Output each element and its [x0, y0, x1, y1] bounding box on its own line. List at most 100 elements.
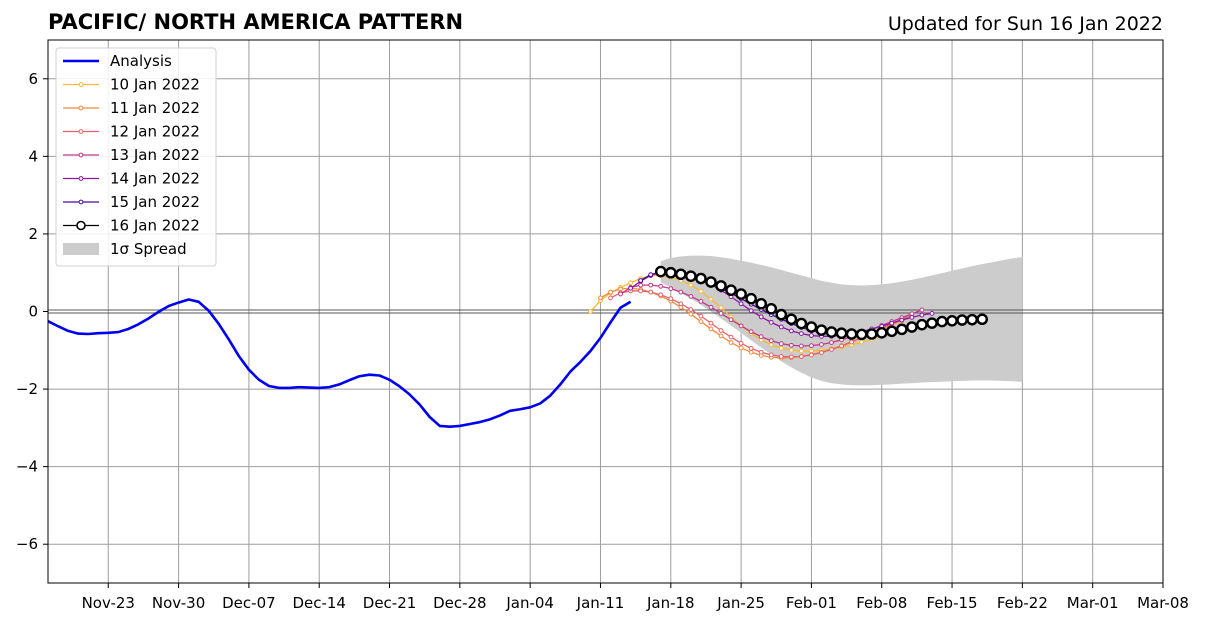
y-tick-label: 6: [28, 70, 38, 88]
data-point: [849, 339, 855, 345]
legend-label: 1σ Spread: [110, 240, 187, 258]
data-point: [805, 321, 818, 333]
series-forecast: [618, 282, 925, 349]
y-tick-label: 0: [28, 303, 38, 321]
data-point: [829, 340, 834, 345]
data-point: [618, 286, 623, 292]
data-point: [598, 295, 603, 301]
y-tick-label: 4: [28, 147, 38, 165]
data-point: [664, 266, 677, 279]
data-point: [748, 329, 754, 335]
data-point: [705, 276, 717, 288]
data-point: [648, 289, 654, 295]
data-point: [658, 283, 664, 289]
data-point: [708, 320, 714, 326]
data-point: [654, 265, 667, 278]
data-point: [748, 349, 754, 355]
data-point: [956, 314, 968, 326]
data-point: [668, 296, 674, 302]
data-point: [946, 315, 958, 327]
data-point: [695, 272, 707, 285]
data-point: [678, 289, 684, 295]
data-point: [795, 317, 808, 330]
data-point: [788, 354, 794, 360]
spread-band: [660, 255, 1023, 386]
data-point: [748, 308, 754, 314]
data-point: [909, 314, 915, 320]
data-point: [889, 320, 895, 326]
data-point: [798, 348, 804, 354]
data-point: [896, 323, 908, 336]
x-tick-label: Jan-04: [505, 594, 554, 612]
data-point: [926, 317, 938, 329]
x-tick-label: Nov-30: [152, 594, 205, 612]
data-point: [768, 342, 774, 348]
data-point: [728, 334, 734, 340]
data-point: [768, 352, 774, 358]
series-analysis-line: [47, 298, 632, 428]
legend: Analysis 10 Jan 2022 11 Jan 2022 12 Jan 202…: [55, 47, 217, 267]
data-point: [976, 313, 988, 326]
data-point: [738, 323, 744, 329]
x-axis: Nov-23 Nov-30 Dec-07 Dec-14 Dec-21 Dec-28 Jan-…: [82, 583, 1189, 612]
data-point: [809, 343, 814, 349]
data-point: [698, 319, 704, 324]
data-point: [966, 313, 978, 326]
data-point: [738, 301, 744, 307]
x-tick-label: Mar-08: [1137, 594, 1189, 612]
legend-entry: 13 Jan 2022: [63, 146, 200, 164]
legend-entry: 1σ Spread: [63, 240, 187, 258]
data-point: [628, 280, 634, 286]
data-point: [698, 299, 704, 304]
data-point: [688, 293, 694, 299]
zero-line-layer: [48, 309, 1163, 314]
data-point: [618, 291, 623, 297]
legend-marker: [78, 176, 84, 181]
data-point: [588, 309, 593, 314]
data-point: [755, 297, 767, 310]
data-point: [929, 311, 935, 316]
data-point: [778, 341, 784, 347]
data-point: [725, 284, 737, 296]
data-point: [735, 288, 747, 300]
data-point: [835, 327, 848, 340]
data-point: [919, 307, 925, 313]
y-tick-label: −6: [16, 535, 38, 553]
data-point: [738, 340, 744, 346]
data-point: [819, 342, 824, 347]
legend-marker: [78, 105, 84, 111]
x-tick-label: Jan-11: [576, 594, 625, 612]
data-point: [916, 318, 928, 331]
legend-label: 10 Jan 2022: [110, 76, 200, 94]
data-point: [718, 305, 724, 311]
data-point: [668, 286, 674, 292]
data-point: [906, 321, 918, 333]
data-point: [798, 354, 804, 359]
x-tick-label: Mar-01: [1067, 594, 1119, 612]
data-point: [778, 354, 784, 359]
data-point: [685, 270, 697, 283]
data-point: [865, 328, 878, 340]
data-point: [768, 319, 774, 325]
data-point: [688, 282, 694, 288]
series-forecast: [654, 265, 988, 341]
data-point: [678, 301, 684, 307]
data-point: [768, 338, 774, 343]
data-point: [758, 334, 764, 340]
data-point: [899, 317, 905, 323]
legend-entry: 14 Jan 2022: [63, 170, 200, 188]
data-point: [745, 292, 757, 305]
data-point: [648, 282, 654, 288]
data-point: [775, 308, 788, 321]
legend-entry: 16 Jan 2022: [63, 217, 200, 235]
data-point: [738, 345, 744, 351]
data-point: [829, 347, 834, 352]
legend-entry: Analysis: [63, 52, 172, 70]
data-point: [648, 272, 654, 278]
x-tick-label: Feb-15: [927, 594, 978, 612]
data-point: [698, 288, 704, 294]
legend-marker: [78, 152, 84, 158]
data-point: [809, 352, 814, 358]
legend-entry: 15 Jan 2022: [63, 193, 200, 211]
x-tick-label: Feb-22: [997, 594, 1048, 612]
